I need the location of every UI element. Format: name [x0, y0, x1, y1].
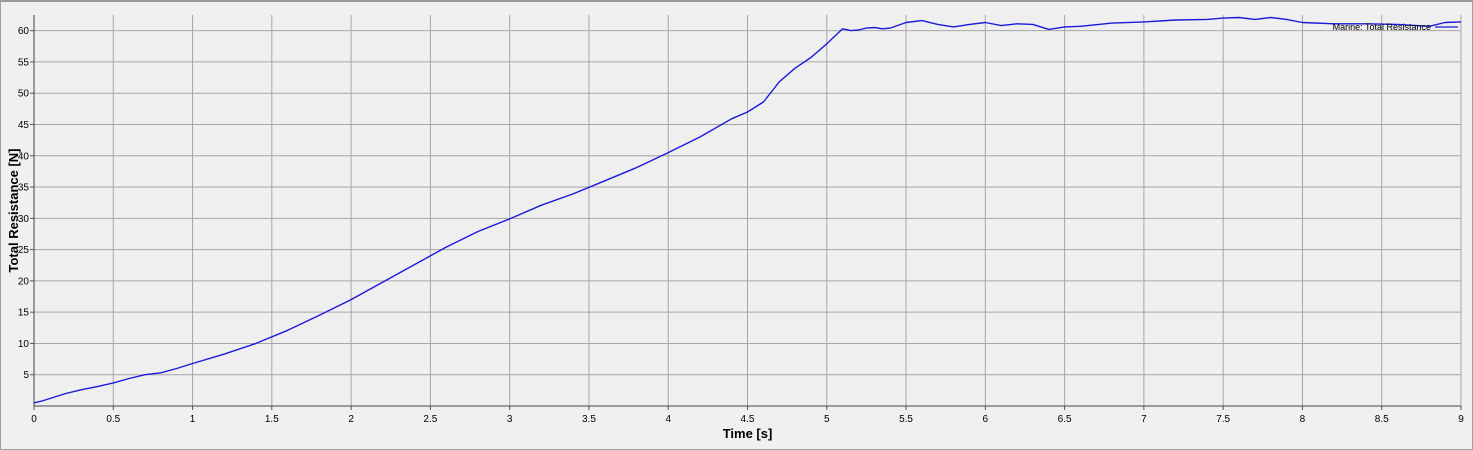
y-tick-label: 15	[18, 308, 30, 319]
y-tick-label: 55	[18, 57, 30, 68]
x-tick-label: 5.5	[899, 414, 913, 425]
x-tick-label: 2	[348, 414, 354, 425]
y-tick-label: 30	[18, 214, 30, 225]
y-tick-label: 5	[23, 370, 29, 381]
x-tick-label: 8.5	[1375, 414, 1389, 425]
x-tick-label: 7	[1141, 414, 1147, 425]
x-tick-label: 5	[824, 414, 830, 425]
y-tick-label: 25	[18, 245, 30, 256]
x-tick-label: 1.5	[265, 414, 279, 425]
x-tick-label: 0.5	[106, 414, 120, 425]
y-tick-label: 50	[18, 89, 30, 100]
x-tick-label: 3.5	[582, 414, 596, 425]
x-tick-label: 4.5	[741, 414, 755, 425]
x-axis-title: Time [s]	[723, 426, 773, 441]
x-tick-label: 7.5	[1216, 414, 1230, 425]
x-tick-label: 1	[190, 414, 196, 425]
x-tick-label: 4	[665, 414, 671, 425]
x-tick-label: 0	[31, 414, 37, 425]
series-line	[33, 16, 1462, 404]
x-tick-label: 3	[507, 414, 513, 425]
x-tick-label: 6.5	[1058, 414, 1072, 425]
x-tick-label: 6	[983, 414, 989, 425]
y-tick-label: 35	[18, 183, 30, 194]
y-tick-label: 40	[18, 151, 30, 162]
y-tick-label: 20	[18, 276, 30, 287]
y-tick-label: 60	[18, 26, 30, 37]
legend: Marine: Total Resistance	[1333, 22, 1458, 32]
y-tick-label: 10	[18, 339, 30, 350]
x-tick-label: 8	[1300, 414, 1306, 425]
x-tick-label: 2.5	[423, 414, 437, 425]
legend-label: Marine: Total Resistance	[1333, 22, 1431, 32]
x-tick-label: 9	[1458, 414, 1464, 425]
y-tick-label: 45	[18, 120, 30, 131]
y-axis-title: Total Resistance [N]	[6, 148, 21, 272]
